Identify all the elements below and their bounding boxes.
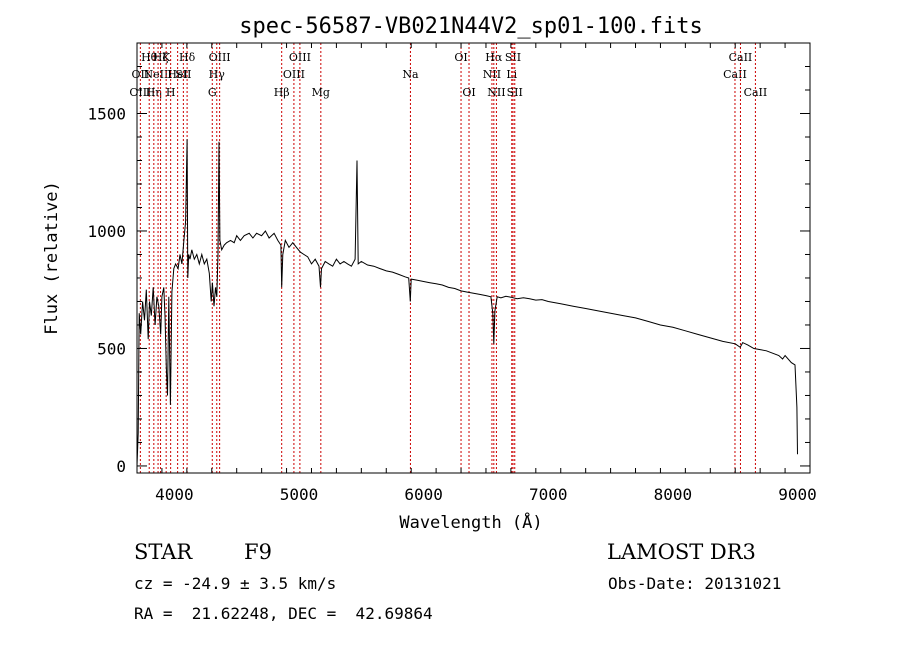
spectral-line-label: SII: [505, 51, 521, 64]
spectral-line-label: CaII: [729, 51, 753, 64]
x-tick-label: 8000: [654, 485, 693, 504]
y-tick-label: 1500: [87, 104, 126, 123]
y-axis-label: Flux (relative): [42, 181, 62, 335]
survey-name: LAMOST DR3: [607, 540, 756, 564]
spectral-line-label: Hα: [485, 51, 503, 64]
spectral-line-label: OIII: [283, 68, 305, 81]
redshift-velocity: cz = -24.9 ± 3.5 km/s: [134, 574, 337, 593]
spectral-line-label: Hγ: [209, 68, 226, 81]
observation-date: Obs-Date: 20131021: [608, 574, 782, 593]
object-subclass: F9: [244, 540, 272, 564]
plot-frame: [136, 42, 811, 474]
spectral-line-label: Hδ: [179, 51, 196, 64]
x-tick-label: 7000: [529, 485, 568, 504]
object-class: STAR: [134, 540, 193, 564]
spectral-line-label: Hζ: [153, 51, 169, 64]
spectral-line-label: NII: [483, 68, 501, 81]
spectrum-line: [136, 139, 798, 467]
spectral-line-label: HeI: [167, 68, 187, 81]
y-tick-label: 500: [97, 339, 126, 358]
spectral-line-label: SII: [175, 68, 191, 81]
spectral-line-label: Hη: [146, 86, 162, 99]
x-tick-label: 5000: [280, 485, 319, 504]
spectral-line-label: Li: [506, 68, 517, 81]
spectral-line-label: NeIII: [143, 68, 172, 81]
spectral-line-label: OII: [132, 68, 150, 81]
spectral-line-label: CaII: [744, 86, 768, 99]
spectral-line-label: OIII: [129, 86, 151, 99]
y-axis-ticks: 0 500 1000 1500: [87, 42, 810, 476]
spectral-line-label: NII: [487, 86, 505, 99]
x-axis-ticks: 4000 5000 6000 7000 8000 9000: [136, 43, 817, 504]
x-tick-label: 4000: [155, 485, 194, 504]
spectral-line-label: Na: [402, 68, 419, 81]
line-markers: OIIOIIIHθHηNeIIIHζKHHeISIIHδGHγOIIIHβOII…: [129, 43, 767, 473]
sky-coordinates: RA = 21.62248, DEC = 42.69864: [134, 604, 433, 623]
spectral-line-label: OI: [462, 86, 475, 99]
spectral-line-label: Hβ: [274, 86, 290, 99]
spectral-line-label: OIII: [289, 51, 311, 64]
spectral-line-label: H: [166, 86, 176, 99]
spectral-line-label: OI: [454, 51, 467, 64]
y-tick-label: 1000: [87, 222, 126, 241]
x-axis-label: Wavelength (Å): [399, 511, 542, 533]
chart-title: spec-56587-VB021N44V2_sp01-100.fits: [239, 14, 703, 39]
spectral-line-label: SII: [507, 86, 523, 99]
spectral-line-label: CaII: [723, 68, 747, 81]
spectral-line-label: OIII: [209, 51, 231, 64]
spectral-line-label: Mg: [312, 86, 330, 99]
x-tick-label: 9000: [778, 485, 817, 504]
spectral-line-label: G: [208, 86, 217, 99]
spectral-line-label: K: [162, 51, 171, 64]
y-tick-label: 0: [116, 457, 126, 476]
x-tick-label: 6000: [404, 485, 443, 504]
